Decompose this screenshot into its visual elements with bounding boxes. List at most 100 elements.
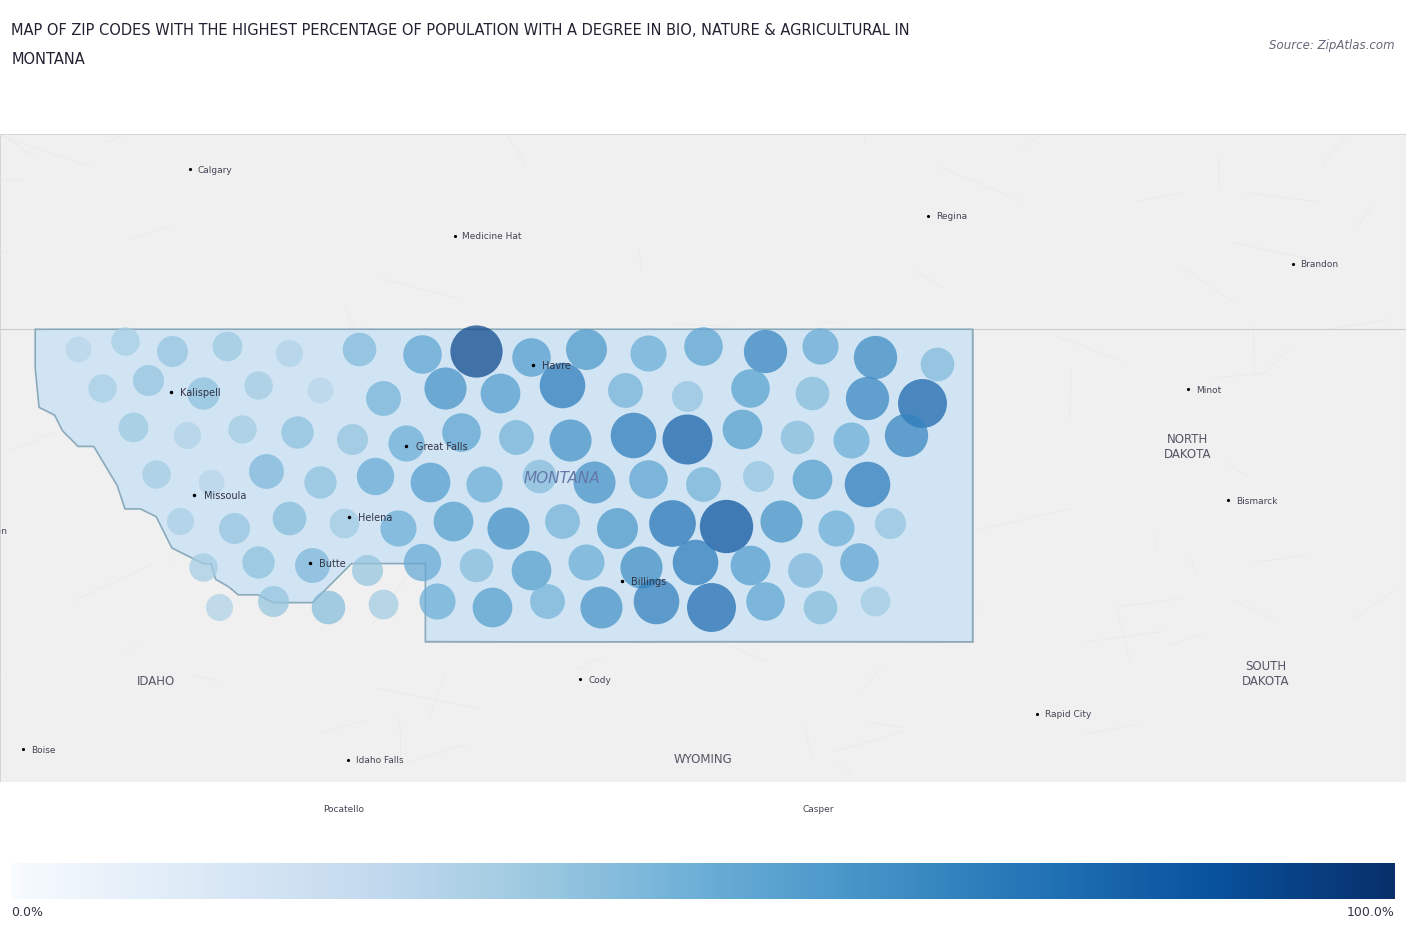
Point [145, 467, 167, 482]
Text: Butte: Butte [319, 559, 346, 569]
Point [793, 563, 815, 578]
Point [419, 475, 441, 490]
Point [754, 594, 776, 609]
Text: Regina: Regina [936, 212, 967, 221]
Point [551, 514, 574, 529]
Point [520, 563, 543, 578]
Point [630, 561, 652, 576]
Point [67, 342, 90, 357]
Point [450, 425, 472, 440]
Point [395, 435, 418, 450]
Point [716, 519, 738, 534]
Point [863, 350, 886, 365]
Text: Pocatello: Pocatello [323, 804, 364, 812]
Point [215, 340, 238, 355]
Text: Missoula: Missoula [204, 491, 246, 501]
Point [309, 383, 332, 398]
Point [808, 599, 831, 614]
Point [575, 555, 598, 570]
Point [465, 558, 488, 573]
Point [472, 477, 495, 492]
Point [692, 340, 714, 355]
Point [856, 477, 879, 492]
Point [191, 387, 214, 402]
Point [754, 344, 776, 359]
Point [278, 345, 301, 360]
Point [738, 381, 761, 396]
Point [481, 599, 503, 614]
Point [316, 599, 339, 614]
Point [411, 555, 433, 570]
Point [824, 521, 846, 536]
Text: MONTANA: MONTANA [524, 471, 600, 486]
Point [138, 373, 160, 388]
Point [371, 597, 394, 612]
Point [349, 342, 371, 357]
Point [285, 425, 308, 440]
Point [700, 599, 723, 614]
Point [340, 431, 363, 446]
Point [90, 381, 112, 396]
Point [808, 340, 831, 355]
Point [927, 358, 949, 373]
Point [621, 428, 644, 443]
Point [441, 514, 464, 529]
Point [387, 521, 409, 536]
Point [246, 555, 269, 570]
Point [676, 431, 699, 446]
Point [676, 388, 699, 403]
Point [848, 555, 870, 570]
Point [254, 464, 277, 479]
Point [356, 563, 378, 578]
Point [527, 469, 550, 484]
Text: Minot: Minot [1197, 386, 1222, 394]
Text: Rapid City: Rapid City [1045, 709, 1091, 718]
Text: 100.0%: 100.0% [1347, 905, 1395, 918]
Text: SOUTH
DAKOTA: SOUTH DAKOTA [1241, 659, 1289, 687]
Point [591, 599, 613, 614]
Point [637, 345, 659, 360]
Point [114, 334, 136, 349]
Point [176, 428, 198, 443]
Text: IDAHO: IDAHO [138, 675, 176, 688]
Point [582, 475, 605, 490]
Text: MONTANA: MONTANA [11, 51, 84, 66]
Point [683, 555, 706, 570]
Text: Calgary: Calgary [198, 166, 232, 174]
Point [364, 469, 387, 484]
Text: 0.0%: 0.0% [11, 905, 44, 918]
Text: WYOMING: WYOMING [673, 753, 733, 766]
Point [645, 594, 668, 609]
Text: Lewiston: Lewiston [0, 527, 7, 535]
Point [661, 516, 683, 531]
Point [505, 430, 527, 445]
Point [371, 391, 394, 406]
Text: NORTH
DAKOTA: NORTH DAKOTA [1164, 433, 1211, 461]
Text: Havre: Havre [543, 360, 571, 370]
Point [911, 397, 934, 412]
Point [575, 342, 598, 357]
Point [879, 516, 901, 531]
Point [426, 594, 449, 609]
Point [731, 422, 754, 437]
Point [309, 475, 332, 490]
Point [841, 433, 863, 448]
Point [465, 344, 488, 359]
Point [200, 475, 222, 490]
Point [894, 428, 917, 443]
Text: Helena: Helena [359, 513, 392, 522]
Text: Great Falls: Great Falls [416, 442, 467, 452]
Point [332, 516, 354, 531]
Text: Idaho Falls: Idaho Falls [356, 755, 404, 765]
Point [191, 561, 214, 576]
Polygon shape [35, 329, 973, 642]
Point [520, 350, 543, 365]
Text: Brandon: Brandon [1301, 260, 1339, 269]
Point [411, 347, 433, 362]
Point [786, 430, 808, 445]
Text: Cody: Cody [588, 675, 612, 684]
Point [262, 594, 284, 609]
Point [224, 521, 246, 536]
Point [301, 558, 323, 573]
Point [856, 391, 879, 406]
